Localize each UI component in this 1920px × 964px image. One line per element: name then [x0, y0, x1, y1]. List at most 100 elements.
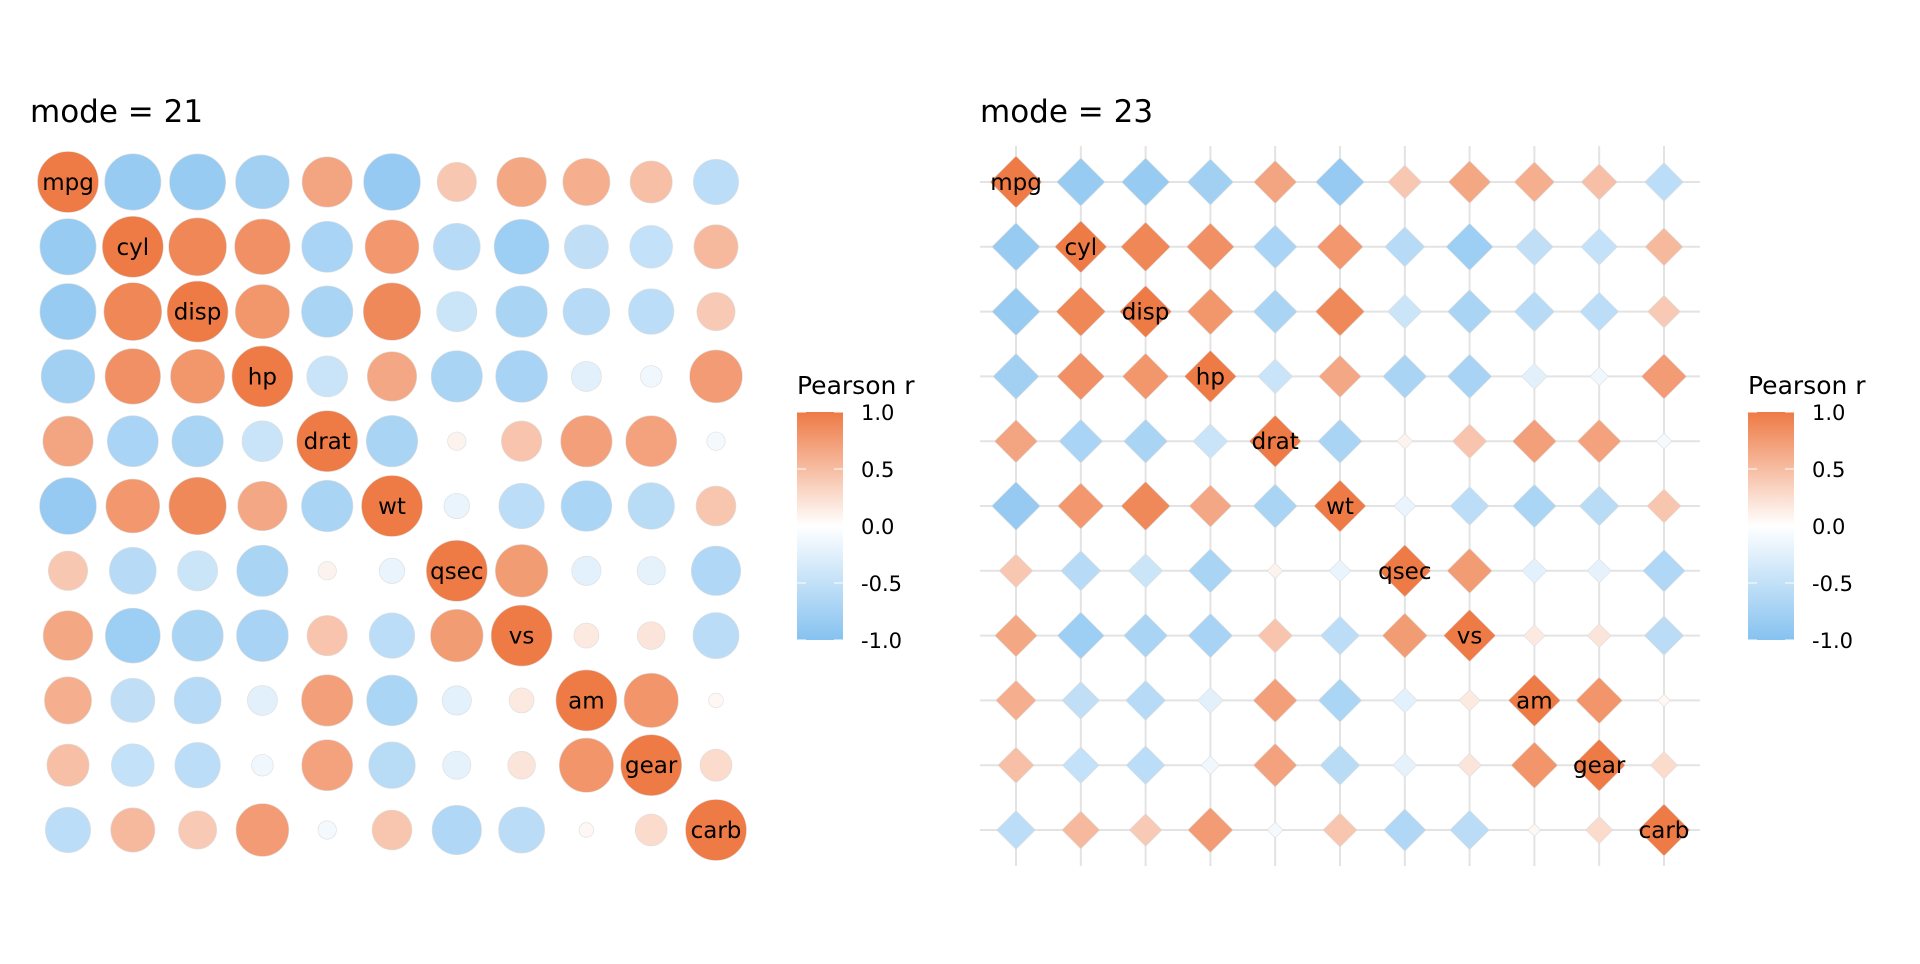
- cell-diamond: [1253, 743, 1298, 788]
- cell-circle: [42, 415, 94, 467]
- cell-circle: [695, 485, 737, 527]
- cell-diamond: [1586, 623, 1612, 648]
- cell-circle: [636, 556, 666, 586]
- cell-circle: [573, 622, 600, 649]
- cell-diamond: [1643, 615, 1685, 656]
- variable-label: qsec: [430, 559, 483, 585]
- cell-circle: [629, 225, 673, 269]
- panel-title: mode = 23: [980, 94, 1153, 130]
- variable-label: cyl: [116, 235, 149, 261]
- cell-diamond: [1647, 294, 1681, 329]
- cell-diamond: [1644, 227, 1684, 267]
- cell-diamond: [1451, 423, 1488, 459]
- cell-diamond: [1637, 803, 1691, 857]
- cell-circle: [690, 545, 742, 596]
- cell-diamond: [1387, 294, 1423, 330]
- cell-diamond: [1322, 812, 1358, 848]
- cell-diamond: [1458, 689, 1481, 712]
- cell-circle: [495, 285, 548, 338]
- cell-circle: [571, 361, 602, 392]
- cell-diamond: [1572, 738, 1626, 792]
- cell-diamond: [1188, 484, 1232, 528]
- cell-diamond: [1187, 613, 1233, 659]
- cell-diamond: [996, 810, 1036, 850]
- cell-diamond: [1062, 746, 1100, 784]
- cell-circle: [109, 547, 157, 595]
- cell-diamond: [1188, 548, 1233, 594]
- cell-diamond: [1187, 807, 1234, 853]
- cell-circle: [234, 284, 290, 340]
- cell-circle: [628, 288, 675, 335]
- cell-circle: [498, 482, 545, 530]
- cell-circle: [39, 218, 97, 276]
- cell-diamond: [1513, 291, 1555, 333]
- cell-diamond: [1320, 615, 1360, 656]
- cell-diamond: [1527, 823, 1542, 837]
- legend-title: Pearson r: [1748, 371, 1866, 400]
- legend-tick-label: -1.0: [1812, 629, 1853, 653]
- cell-circle: [578, 822, 595, 838]
- cell-diamond: [1396, 432, 1414, 450]
- cell-circle: [625, 415, 678, 468]
- cell-circle: [693, 224, 739, 270]
- variable-label: am: [568, 688, 605, 714]
- cell-circle: [430, 608, 484, 663]
- cell-circle: [555, 669, 618, 732]
- cell-diamond: [1187, 158, 1234, 206]
- cell-diamond: [1642, 549, 1686, 593]
- variable-label: wt: [1326, 494, 1354, 520]
- cell-diamond: [1183, 349, 1237, 403]
- cell-diamond: [1058, 419, 1103, 464]
- legend-tick-label: 1.0: [1812, 401, 1845, 425]
- cell-diamond: [1328, 559, 1352, 583]
- cell-circle: [111, 743, 155, 787]
- cell-circle: [368, 741, 416, 789]
- cell-diamond: [1315, 286, 1365, 337]
- variable-label: hp: [1196, 364, 1225, 390]
- variable-label: drat: [1252, 429, 1299, 455]
- cell-diamond: [1121, 157, 1170, 207]
- cell-diamond: [1512, 418, 1557, 464]
- cell-diamond: [1056, 611, 1105, 660]
- variable-label: mpg: [990, 170, 1042, 196]
- cell-circle: [301, 479, 354, 533]
- variable-label: disp: [1122, 300, 1170, 326]
- cell-circle: [507, 751, 536, 780]
- cell-diamond: [1120, 481, 1171, 531]
- cell-diamond: [1061, 810, 1101, 850]
- legend-tick-label: 1.0: [861, 401, 894, 425]
- variable-label: carb: [691, 818, 742, 844]
- cell-circle: [237, 480, 288, 532]
- cell-diamond: [1197, 687, 1224, 714]
- cell-circle: [306, 355, 348, 398]
- cell-diamond: [997, 746, 1035, 784]
- cell-circle: [560, 415, 613, 468]
- cell-diamond: [1387, 164, 1423, 200]
- cell-diamond: [1523, 624, 1546, 647]
- legend-tick-label: 0.0: [861, 515, 894, 539]
- cell-circle: [692, 612, 740, 659]
- cell-circle: [105, 478, 161, 534]
- cell-circle: [236, 609, 289, 662]
- cell-diamond: [1257, 358, 1294, 395]
- cell-diamond: [992, 353, 1040, 400]
- cell-circle: [366, 674, 418, 727]
- variable-label: am: [1516, 688, 1553, 714]
- cell-circle: [39, 477, 97, 535]
- cell-circle: [496, 156, 547, 208]
- cell-diamond: [1449, 486, 1490, 526]
- variable-label: mpg: [42, 170, 94, 196]
- legend-tick-label: 0.5: [861, 458, 894, 482]
- cell-circle: [443, 492, 470, 520]
- cell-diamond: [1392, 752, 1418, 778]
- cell-diamond: [1383, 808, 1427, 852]
- cell-circle: [447, 431, 467, 451]
- cell-circle: [37, 151, 99, 213]
- cell-circle: [436, 291, 478, 332]
- cell-diamond: [1252, 289, 1298, 334]
- cell-diamond: [1586, 558, 1612, 584]
- cell-diamond: [1382, 354, 1428, 399]
- cell-circle: [562, 158, 611, 206]
- cell-diamond: [1391, 687, 1418, 714]
